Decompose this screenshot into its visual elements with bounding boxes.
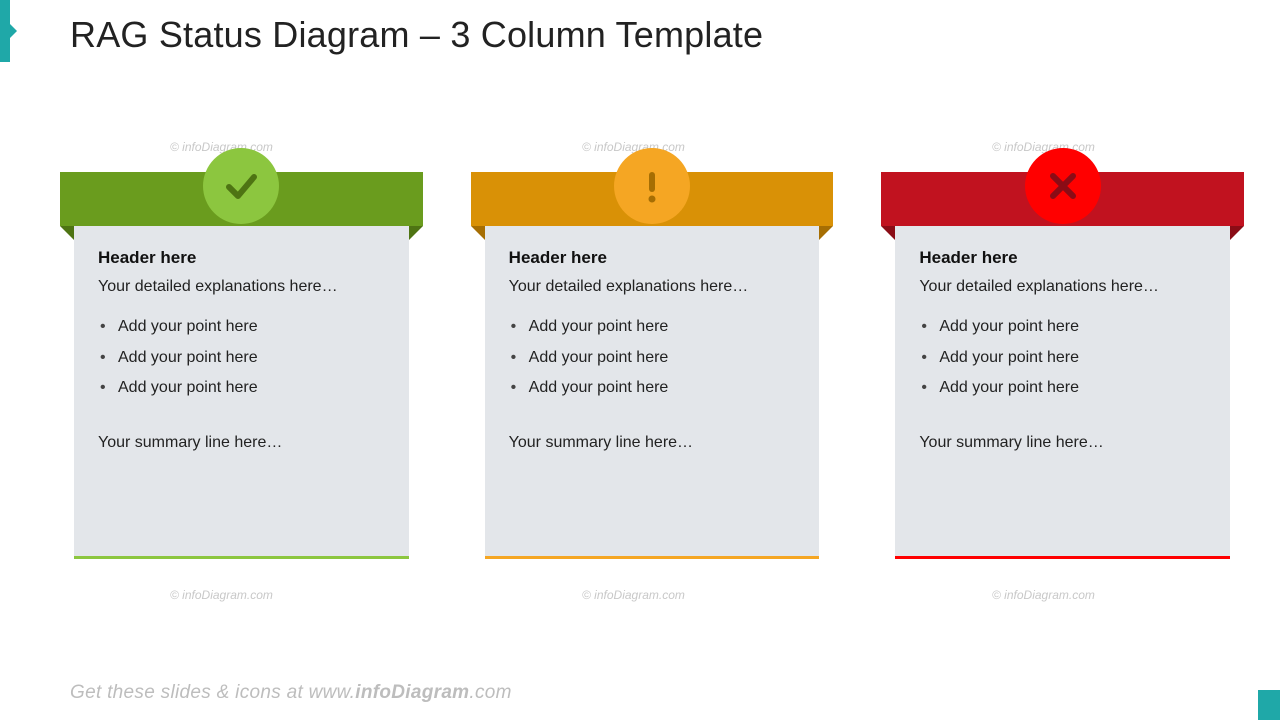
card-red: Header here Your detailed explanations he… xyxy=(895,226,1230,558)
card-header: Header here xyxy=(98,248,385,268)
bullet-list: Add your point hereAdd your point hereAd… xyxy=(919,312,1206,403)
bullet-list: Add your point hereAdd your point hereAd… xyxy=(98,312,385,403)
accent-bottom-right xyxy=(1258,690,1280,720)
card-summary: Your summary line here… xyxy=(98,434,385,452)
card-underline xyxy=(895,556,1230,559)
slide-title: RAG Status Diagram – 3 Column Template xyxy=(70,14,763,56)
banner-notch-right xyxy=(409,226,423,240)
card-underline xyxy=(74,556,409,559)
card-explanation: Your detailed explanations here… xyxy=(98,276,385,298)
banner-notch-left xyxy=(471,226,485,240)
watermark: © infoDiagram.com xyxy=(170,588,273,602)
banner-red xyxy=(881,172,1244,226)
footer-prefix: Get these slides & icons at www. xyxy=(70,682,355,703)
list-item: Add your point here xyxy=(98,312,385,342)
watermark: © infoDiagram.com xyxy=(582,588,685,602)
list-item: Add your point here xyxy=(919,312,1206,342)
list-item: Add your point here xyxy=(98,373,385,403)
bullet-list: Add your point hereAdd your point hereAd… xyxy=(509,312,796,403)
card-underline xyxy=(485,556,820,559)
card-explanation: Your detailed explanations here… xyxy=(919,276,1206,298)
banner-notch-left xyxy=(881,226,895,240)
footer-suffix: .com xyxy=(469,682,511,703)
list-item: Add your point here xyxy=(509,373,796,403)
list-item: Add your point here xyxy=(509,312,796,342)
banner-green xyxy=(60,172,423,226)
columns-container: Header here Your detailed explanations he… xyxy=(60,172,1244,558)
column-amber: Header here Your detailed explanations he… xyxy=(471,172,834,558)
card-summary: Your summary line here… xyxy=(509,434,796,452)
exclaim-icon xyxy=(614,148,690,224)
banner-notch-right xyxy=(1230,226,1244,240)
footer-bold: infoDiagram xyxy=(355,682,469,703)
card-header: Header here xyxy=(919,248,1206,268)
accent-notch xyxy=(10,24,17,38)
cross-icon xyxy=(1025,148,1101,224)
card-header: Header here xyxy=(509,248,796,268)
list-item: Add your point here xyxy=(509,343,796,373)
footer-attribution: Get these slides & icons at www.infoDiag… xyxy=(70,682,512,704)
list-item: Add your point here xyxy=(919,373,1206,403)
accent-bar-left xyxy=(0,0,10,62)
column-green: Header here Your detailed explanations he… xyxy=(60,172,423,558)
card-amber: Header here Your detailed explanations he… xyxy=(485,226,820,558)
check-icon xyxy=(203,148,279,224)
watermark: © infoDiagram.com xyxy=(992,588,1095,602)
card-explanation: Your detailed explanations here… xyxy=(509,276,796,298)
banner-amber xyxy=(471,172,834,226)
column-red: Header here Your detailed explanations he… xyxy=(881,172,1244,558)
banner-notch-right xyxy=(819,226,833,240)
card-summary: Your summary line here… xyxy=(919,434,1206,452)
list-item: Add your point here xyxy=(98,343,385,373)
card-green: Header here Your detailed explanations he… xyxy=(74,226,409,558)
banner-notch-left xyxy=(60,226,74,240)
list-item: Add your point here xyxy=(919,343,1206,373)
